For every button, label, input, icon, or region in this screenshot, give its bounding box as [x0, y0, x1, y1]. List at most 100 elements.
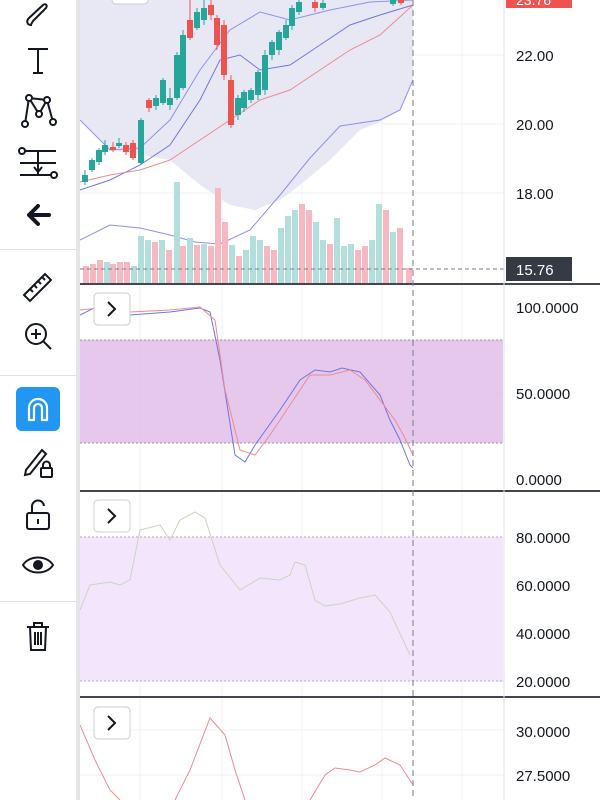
- rsi-pane[interactable]: [80, 511, 503, 682]
- candle-body: [289, 8, 295, 26]
- volume-bar: [90, 264, 96, 283]
- volume-bar: [348, 244, 354, 283]
- brush-tool[interactable]: [13, 0, 63, 36]
- candle-body: [248, 90, 254, 100]
- toolbar-separator: [0, 249, 76, 250]
- atr-axis[interactable]: 30.0000 27.5000: [516, 724, 570, 785]
- bollinger-lower-line: [80, 79, 414, 245]
- volume-bar: [194, 245, 200, 283]
- rsi-axis[interactable]: 80.0000 60.0000 40.0000 20.0000: [516, 530, 570, 691]
- top-collapse-button[interactable]: [111, 0, 149, 5]
- rsi-axis-label: 80.0000: [516, 530, 570, 547]
- volume-bar: [229, 245, 235, 283]
- volume-bar: [376, 204, 382, 283]
- chevron-right-icon: [107, 301, 117, 317]
- candle-body: [255, 72, 261, 95]
- atr-collapse-button[interactable]: [93, 706, 131, 740]
- rsi-band: [80, 537, 503, 681]
- volume-bar: [152, 242, 158, 283]
- stochastic-axis-label: 50.0000: [516, 386, 570, 403]
- candle-body: [96, 150, 102, 162]
- candle-body: [130, 143, 136, 158]
- forecast-tool[interactable]: [13, 141, 63, 185]
- price-label: 18.00: [516, 186, 554, 203]
- chart-area[interactable]: 22.00 20.00 18.00 23.76 15.76 100.0000 5…: [80, 0, 600, 800]
- chevron-right-icon: [107, 715, 117, 731]
- candle-body: [262, 55, 268, 90]
- volume-bar: [243, 250, 249, 283]
- volume-bar: [180, 246, 186, 283]
- volume-bar: [104, 262, 110, 283]
- stochastic-pane[interactable]: [80, 304, 503, 469]
- crosshair-price-value: 15.76: [516, 262, 554, 279]
- zoom-tool[interactable]: [13, 314, 63, 358]
- stochastic-collapse-button[interactable]: [93, 292, 131, 326]
- volume-bar: [257, 240, 263, 283]
- toolbar-divider: [76, 0, 80, 800]
- drawing-toolbar: [0, 0, 76, 800]
- rsi-collapse-button[interactable]: [93, 499, 131, 533]
- toolbar-separator: [0, 375, 76, 376]
- candle-body: [174, 55, 180, 98]
- candle-body: [194, 12, 200, 28]
- volume-bar: [83, 266, 89, 283]
- candle-body: [110, 147, 116, 150]
- price-label: 20.00: [516, 117, 554, 134]
- lock-drawings-tool[interactable]: [13, 440, 63, 484]
- lock-drawing-icon: [20, 444, 56, 480]
- unlock-icon: [22, 498, 54, 532]
- text-tool[interactable]: [13, 38, 63, 82]
- atr-pane[interactable]: [80, 717, 414, 800]
- delete-tool[interactable]: [13, 614, 63, 658]
- volume-bar: [341, 246, 347, 283]
- visibility-tool[interactable]: [13, 543, 63, 587]
- stochastic-axis[interactable]: 100.0000 50.0000 0.0000: [516, 300, 579, 489]
- volume-bar: [362, 246, 368, 283]
- volume-bar: [397, 228, 403, 283]
- pattern-icon: [19, 92, 57, 130]
- back-tool[interactable]: [13, 193, 63, 237]
- stochastic-k-line: [80, 304, 414, 469]
- candle-body: [89, 160, 95, 170]
- last-price-value: 23.76: [516, 0, 551, 8]
- volume-bar: [166, 250, 172, 283]
- toolbar-separator: [0, 601, 76, 602]
- stochastic-axis-label: 100.0000: [516, 300, 579, 317]
- magnet-tool[interactable]: [16, 387, 60, 431]
- volume-bar: [97, 260, 103, 283]
- magnet-icon: [23, 394, 53, 424]
- volume-bar: [222, 222, 228, 283]
- pattern-tool[interactable]: [13, 89, 63, 133]
- volume-bar: [187, 238, 193, 283]
- text-icon: [21, 43, 55, 77]
- candle-body: [276, 32, 282, 50]
- eye-icon: [21, 552, 55, 578]
- volume-bar: [159, 240, 165, 283]
- chevron-right-icon: [107, 508, 117, 524]
- candle-body: [123, 145, 129, 152]
- price-pane[interactable]: [80, 0, 512, 283]
- ruler-tool[interactable]: [13, 264, 63, 308]
- brush-icon: [21, 0, 55, 31]
- candle-body: [398, 0, 404, 3]
- candle-body: [116, 143, 122, 146]
- last-price-tag: 23.76: [506, 0, 572, 8]
- volume-bar: [327, 244, 333, 283]
- volume-bar: [278, 228, 284, 283]
- candle-body: [320, 3, 326, 8]
- candle-body: [208, 5, 214, 15]
- crosshair-price-tag: 15.76: [506, 257, 572, 281]
- volume-bar: [250, 236, 256, 283]
- atr-axis-label: 27.5000: [516, 768, 570, 785]
- volume-bar: [271, 250, 277, 283]
- volume-bar: [383, 210, 389, 283]
- stochastic-band: [80, 340, 503, 443]
- unlock-tool[interactable]: [13, 493, 63, 537]
- ma-red-line: [80, 4, 414, 183]
- volume-bar: [334, 218, 340, 283]
- candle-body: [312, 2, 318, 8]
- candle-body: [187, 20, 193, 38]
- price-axis[interactable]: 22.00 20.00 18.00 23.76 15.76: [506, 0, 572, 281]
- zoom-in-icon: [21, 319, 55, 353]
- candle-body: [235, 98, 241, 115]
